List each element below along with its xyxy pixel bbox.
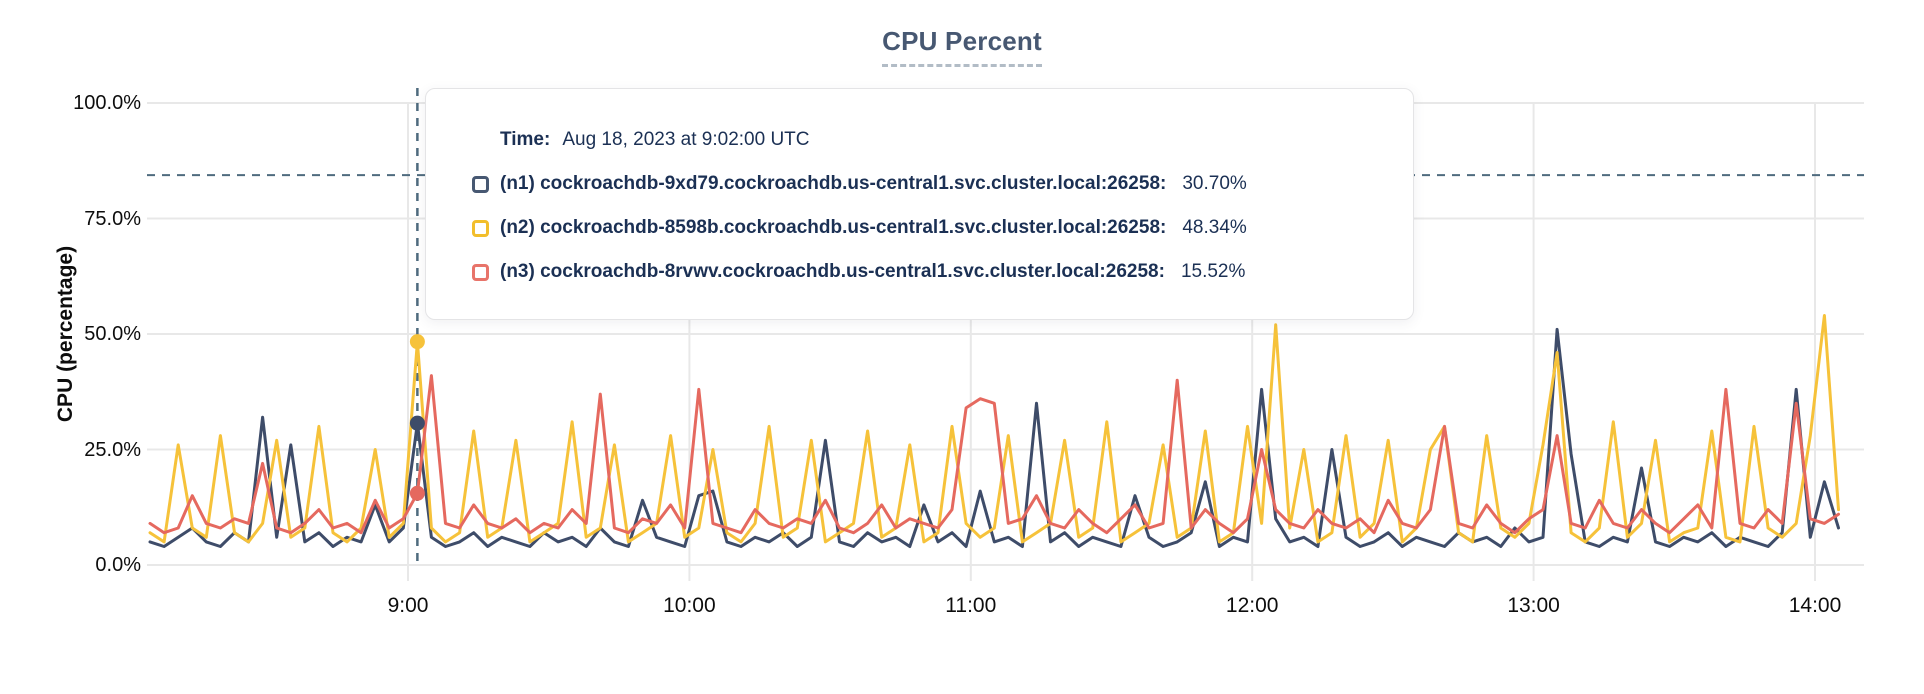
hover-dot-n2 [409, 334, 425, 350]
series-swatch-icon-n1 [472, 175, 489, 193]
series-line-n1 [148, 327, 1840, 548]
series-line-n3 [148, 374, 1840, 535]
series-value: 48.34% [1182, 217, 1247, 238]
series-swatch-icon-n3 [472, 263, 489, 281]
x-tick-label: 13:00 [1507, 594, 1560, 617]
chart-title[interactable]: CPU Percent [882, 26, 1042, 67]
tooltip-time-value: Aug 18, 2023 at 9:02:00 UTC [562, 129, 810, 150]
hover-dot-n1 [409, 415, 425, 431]
x-tick-label: 11:00 [945, 594, 997, 617]
y-tick-label: 50.0% [84, 323, 141, 345]
x-tick-label: 10:00 [663, 594, 716, 617]
y-tick-label: 0.0% [95, 554, 141, 576]
x-tick-label: 9:00 [387, 594, 429, 617]
chart-header: CPU Percent [0, 26, 1924, 67]
x-tick-label: 14:00 [1788, 594, 1842, 617]
series-line-n2 [148, 314, 1840, 544]
hover-dot-n3 [409, 485, 425, 501]
series-name: (n3) cockroachdb-8rvwv.cockroachdb.us-ce… [500, 261, 1165, 282]
y-tick-label: 75.0% [84, 207, 141, 230]
series-swatch-icon-n2 [472, 219, 489, 237]
tooltip-time-row: Time: Aug 18, 2023 at 9:02:00 UTC [500, 129, 1375, 151]
series-name: (n2) cockroachdb-8598b.cockroachdb.us-ce… [500, 217, 1167, 238]
series-value: 30.70% [1182, 173, 1247, 194]
series-value: 15.52% [1180, 261, 1246, 282]
tooltip-time-label: Time: [500, 129, 551, 150]
tooltip-legend: (n1) cockroachdb-9xd79.cockroachdb.us-ce… [472, 173, 1375, 283]
y-tick-label: 100.0% [73, 92, 141, 114]
tooltip-series-row: (n3) cockroachdb-8rvwv.cockroachdb.us-ce… [472, 261, 1375, 283]
y-tick-label: 25.0% [84, 438, 141, 461]
chart-tooltip: Time: Aug 18, 2023 at 9:02:00 UTC (n1) co… [425, 88, 1414, 320]
x-tick-label: 12:00 [1225, 594, 1279, 617]
series-name: (n1) cockroachdb-9xd79.cockroachdb.us-ce… [500, 173, 1167, 194]
tooltip-series-row: (n2) cockroachdb-8598b.cockroachdb.us-ce… [472, 217, 1375, 239]
tooltip-series-row: (n1) cockroachdb-9xd79.cockroachdb.us-ce… [472, 173, 1375, 195]
